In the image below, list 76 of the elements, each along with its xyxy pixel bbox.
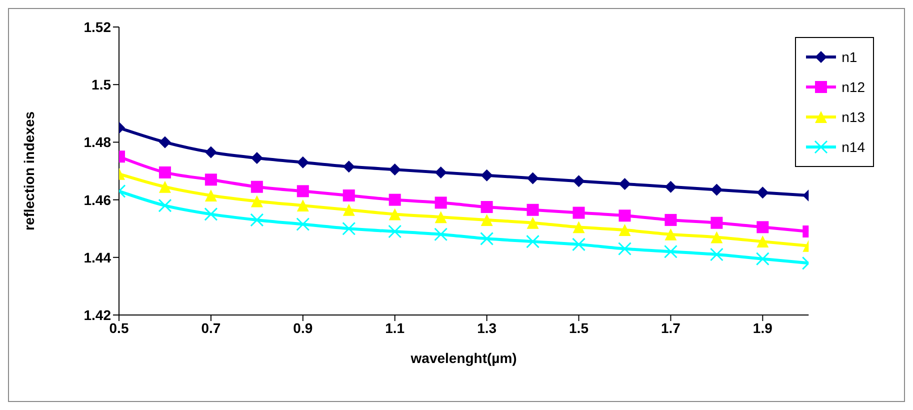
point [526, 234, 540, 248]
point [342, 189, 355, 202]
point [480, 201, 493, 213]
point [434, 228, 448, 242]
point [756, 186, 769, 199]
point [618, 210, 631, 222]
point [342, 204, 355, 216]
x-tick-label: 0.5 [109, 320, 129, 336]
y-tick-label: 1.46 [84, 192, 112, 208]
point [710, 184, 723, 196]
point [572, 221, 585, 234]
point [526, 172, 539, 184]
point [158, 136, 171, 148]
point [756, 236, 769, 248]
point [388, 164, 401, 176]
point [342, 222, 356, 236]
point [388, 224, 402, 238]
point [204, 174, 217, 186]
y-axis-title: reflection indexes [20, 111, 37, 231]
point [434, 211, 447, 224]
point [572, 206, 585, 219]
point [250, 152, 263, 164]
point [756, 221, 769, 234]
point [158, 198, 172, 212]
x-tick-label: 1.7 [660, 320, 681, 336]
point [250, 195, 263, 208]
point [158, 180, 171, 193]
y-tick-label: 1.48 [84, 134, 112, 150]
point [434, 166, 447, 178]
point [480, 169, 493, 182]
point [618, 224, 631, 236]
x-tick-label: 1.1 [385, 320, 405, 336]
point [342, 160, 355, 173]
point [526, 204, 539, 216]
point [710, 231, 723, 244]
point [572, 175, 585, 188]
y-tick-label: 1.42 [84, 306, 112, 323]
x-tick-label: 1.5 [569, 320, 589, 336]
point [204, 146, 217, 158]
point [756, 252, 770, 266]
legend-label: n14 [842, 139, 865, 155]
point [296, 200, 309, 212]
y-tick-label: 1.44 [84, 249, 112, 266]
point [296, 218, 310, 232]
x-tick-label: 0.7 [201, 320, 221, 336]
legend-label: n13 [842, 109, 865, 125]
legend-label: n12 [842, 79, 865, 95]
point [664, 228, 677, 240]
point [664, 244, 678, 258]
point [618, 242, 632, 256]
y-tick-label: 1.5 [92, 76, 112, 93]
point [388, 208, 401, 220]
point [480, 232, 494, 246]
point [434, 196, 447, 209]
point [296, 156, 309, 168]
x-axis-title: wavelenght(µm) [410, 350, 517, 366]
y-tick-label: 1.52 [84, 18, 112, 35]
legend-label: n1 [842, 49, 858, 65]
x-tick-label: 0.9 [293, 320, 313, 336]
point [250, 180, 263, 193]
point [204, 207, 218, 221]
point [204, 189, 217, 202]
x-tick-label: 1.3 [477, 320, 497, 336]
point [388, 194, 401, 206]
point [710, 248, 724, 262]
x-tick-label: 1.9 [752, 320, 773, 336]
point [480, 214, 493, 226]
point [664, 180, 677, 193]
point [710, 216, 723, 229]
point [296, 185, 309, 198]
point [572, 238, 586, 252]
point [250, 213, 264, 227]
point [664, 214, 677, 226]
point [158, 166, 171, 178]
point [526, 216, 539, 229]
point [618, 178, 631, 190]
